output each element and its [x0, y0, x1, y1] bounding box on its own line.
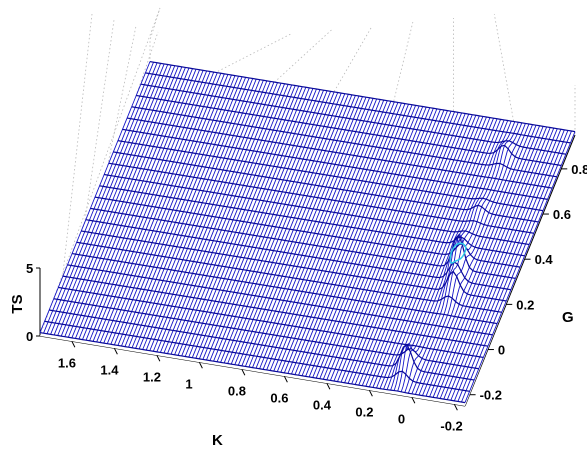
- x-axis-ticks: -0.2 0 0.2 0.4 0.6 0.8 1 1.2 1.4 1.6: [58, 341, 463, 433]
- x-tick-label: 1.4: [100, 362, 119, 377]
- grid-line-g: [127, 31, 159, 120]
- surface-fill: [40, 61, 575, 406]
- x-tick-label: 0.6: [270, 390, 288, 405]
- mesh-line-g: [67, 264, 493, 336]
- mesh-line-g: [85, 219, 511, 291]
- x-tick-mark: [198, 362, 203, 369]
- grid-line-g: [61, 13, 93, 282]
- grid-line-k: [331, 25, 373, 96]
- y-tick-label: 0.4: [535, 252, 554, 267]
- mesh-line-g: [117, 140, 544, 212]
- mesh-line-g: [113, 151, 539, 223]
- y-axis-label: G: [562, 309, 574, 326]
- z-axis-label: TS: [9, 294, 26, 313]
- x-tick-label: 1: [185, 376, 192, 391]
- x-tick-label: 0.2: [355, 404, 373, 419]
- x-tick-label: 0.4: [313, 397, 332, 412]
- grid-line-g: [83, 19, 115, 228]
- y-axis-line: [464, 134, 576, 407]
- mesh-line-g: [126, 117, 553, 189]
- mesh-line-g: [71, 252, 498, 325]
- z-tick-label: 5: [26, 261, 33, 276]
- mesh-line-g: [53, 298, 479, 370]
- grid-line-k: [271, 29, 332, 86]
- y-tick-label: 0.2: [516, 297, 534, 312]
- x-tick-mark: [326, 383, 331, 390]
- grid-line-k: [392, 21, 414, 106]
- mesh-line-g: [140, 83, 566, 155]
- mesh-line-g: [76, 241, 502, 313]
- mesh-line-g: [39, 332, 466, 404]
- x-tick-label: 0.8: [228, 383, 246, 398]
- mesh-line-g: [81, 230, 507, 302]
- grid-line-k: [493, 13, 515, 126]
- peak-highlight: [449, 242, 467, 265]
- z-axis-ticks: 05: [26, 261, 40, 344]
- x-tick-label: 1.2: [143, 369, 161, 384]
- mesh-line-g: [108, 162, 534, 234]
- y-axis-ticks: -0.2 0 0.2 0.4 0.6 0.8: [469, 162, 587, 403]
- grid-line-g: [105, 25, 137, 174]
- x-tick-label: 0: [398, 411, 405, 426]
- mesh-line-g: [58, 286, 484, 359]
- y-tick-label: 0.8: [571, 162, 587, 177]
- x-tick-mark: [283, 376, 288, 383]
- x-tick-mark: [453, 404, 458, 411]
- x-tick-mark: [241, 369, 246, 376]
- x-tick-mark: [113, 348, 118, 355]
- background-grid: [39, 7, 576, 337]
- mesh-line-g: [104, 173, 530, 246]
- mesh-line-g: [99, 185, 525, 257]
- y-tick-label: 0.6: [553, 207, 571, 222]
- x-tick-mark: [156, 355, 161, 362]
- mesh-line-g: [49, 309, 475, 381]
- x-tick-mark: [368, 390, 373, 397]
- y-tick-label: -0.2: [480, 388, 502, 403]
- mesh-line-g: [131, 106, 557, 178]
- mesh-line-g: [44, 320, 470, 392]
- x-tick-mark: [71, 341, 76, 348]
- x-tick-label: -0.2: [440, 418, 462, 433]
- surface-mesh: [39, 61, 576, 406]
- mesh-line-g: [122, 128, 548, 200]
- mesh-line-g: [145, 72, 571, 144]
- x-axis-label: K: [212, 432, 223, 449]
- mesh-line-g: [62, 275, 489, 347]
- x-tick-mark: [411, 397, 416, 404]
- z-tick-label: 0: [26, 329, 33, 344]
- y-tick-label: 0: [498, 343, 505, 358]
- grid-line-k: [210, 33, 291, 76]
- mesh-line-g: [94, 196, 521, 268]
- mesh-line-g: [149, 61, 576, 133]
- x-tick-label: 1.6: [58, 355, 76, 370]
- mesh-line-g: [90, 207, 516, 279]
- mesh-line-g: [136, 94, 562, 167]
